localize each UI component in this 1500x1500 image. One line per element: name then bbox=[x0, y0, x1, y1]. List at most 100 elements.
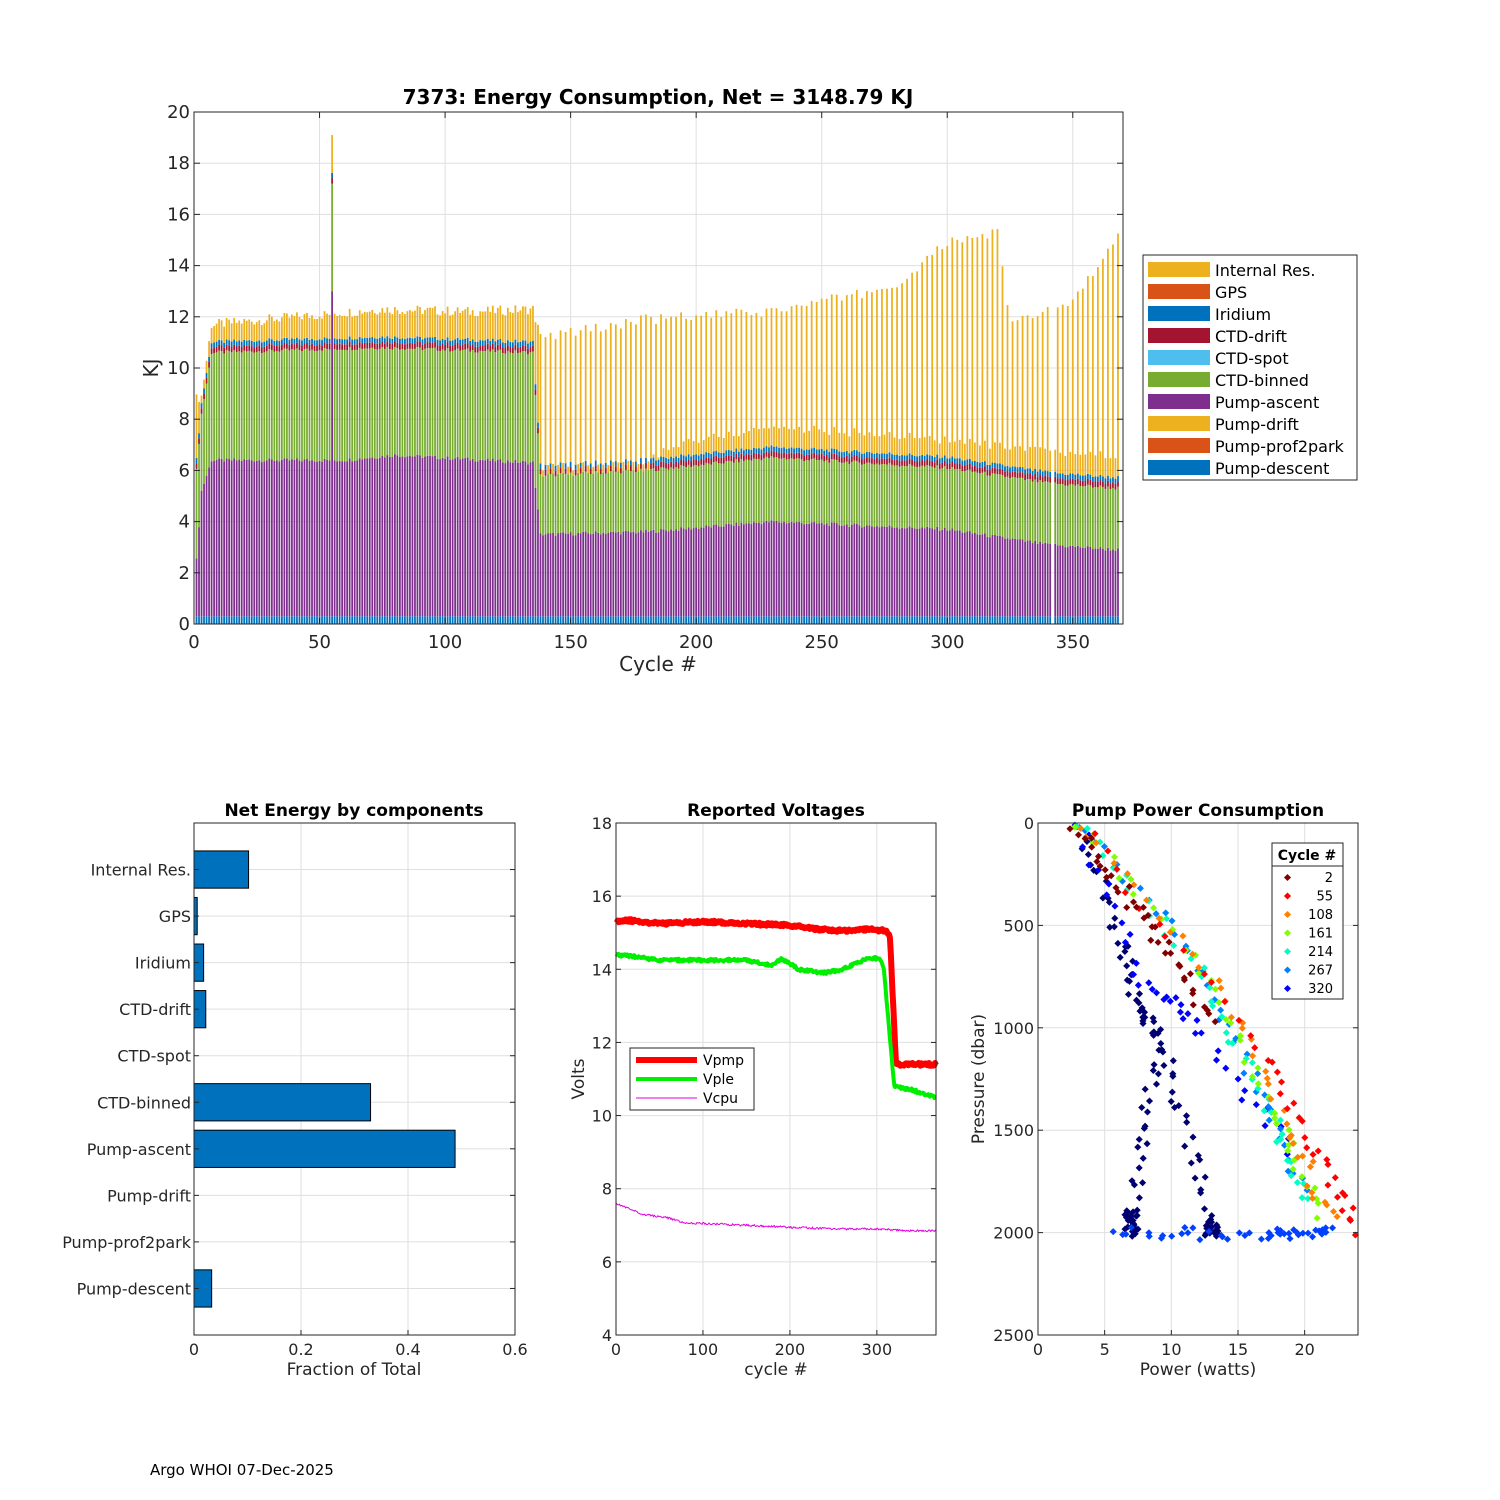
energy-bar-segment bbox=[198, 401, 200, 434]
energy-bar-segment bbox=[1097, 481, 1099, 488]
energy-bar-segment bbox=[517, 312, 519, 343]
energy-bar-segment bbox=[466, 337, 469, 344]
energy-bar-segment bbox=[301, 340, 303, 346]
energy-bar-segment bbox=[717, 526, 720, 617]
energy-y-tick-label: 4 bbox=[179, 512, 190, 533]
energy-bar-segment bbox=[286, 616, 288, 624]
energy-bar-segment bbox=[871, 292, 873, 454]
energy-bar-segment bbox=[933, 616, 936, 624]
energy-bar-segment bbox=[760, 316, 763, 450]
energy-bar-segment bbox=[690, 461, 693, 468]
energy-bar-segment bbox=[1097, 476, 1099, 482]
energy-bar-segment bbox=[268, 314, 271, 339]
energy-bar-segment bbox=[798, 426, 800, 448]
energy-bar-segment bbox=[712, 524, 715, 617]
energy-bar-segment bbox=[961, 242, 964, 461]
energy-bar-segment bbox=[529, 616, 532, 624]
energy-bar-segment bbox=[1044, 470, 1047, 476]
energy-bar-segment bbox=[522, 306, 524, 341]
energy-bar-segment bbox=[712, 433, 715, 452]
energy-bar-segment bbox=[918, 528, 921, 617]
energy-bar-segment bbox=[532, 616, 534, 624]
energy-bar-segment bbox=[386, 307, 389, 337]
energy-bar-segment bbox=[735, 453, 738, 460]
energy-bar-segment bbox=[933, 462, 936, 468]
energy-bar-segment bbox=[850, 461, 853, 525]
energy-bar-segment bbox=[260, 347, 263, 354]
energy-bar-segment bbox=[343, 315, 346, 340]
energy-bar-segment bbox=[195, 558, 198, 617]
energy-bar-segment bbox=[564, 533, 567, 617]
energy-bar-segment bbox=[1019, 472, 1021, 478]
energy-bar-segment bbox=[1107, 248, 1109, 476]
energy-bar-segment bbox=[381, 616, 384, 624]
energy-bar-segment bbox=[609, 471, 612, 532]
pump-point bbox=[1197, 1029, 1205, 1037]
energy-bar-segment bbox=[441, 310, 444, 339]
energy-bar-segment bbox=[321, 345, 323, 351]
energy-bar-segment bbox=[853, 616, 856, 624]
energy-bar-segment bbox=[218, 318, 220, 340]
energy-bar-segment bbox=[660, 616, 662, 624]
pump-point bbox=[1106, 923, 1114, 931]
energy-bar-segment bbox=[823, 450, 826, 456]
pump-point bbox=[1123, 962, 1131, 970]
pump-point bbox=[1141, 1085, 1149, 1093]
energy-bar-segment bbox=[283, 313, 286, 338]
energy-bar-segment bbox=[737, 616, 740, 624]
energy-bar-segment bbox=[984, 461, 986, 467]
energy-bar-segment bbox=[547, 474, 549, 534]
energy-bar-segment bbox=[336, 316, 338, 340]
energy-bar-segment bbox=[1009, 472, 1011, 479]
energy-bar-segment bbox=[519, 310, 522, 342]
energy-bar-segment bbox=[569, 472, 572, 533]
energy-bar-segment bbox=[1046, 543, 1049, 617]
energy-bar-segment bbox=[1014, 616, 1016, 624]
energy-bar-segment bbox=[230, 352, 233, 461]
energy-bar-segment bbox=[238, 616, 241, 624]
energy-bar-segment bbox=[469, 616, 472, 624]
energy-bar-segment bbox=[1112, 549, 1114, 617]
energy-bar-segment bbox=[650, 530, 652, 617]
energy-bar-segment bbox=[921, 460, 924, 466]
energy-bar-segment bbox=[996, 474, 999, 536]
pump-point bbox=[1263, 1074, 1271, 1082]
energy-bar-segment bbox=[735, 522, 738, 617]
energy-bar-segment bbox=[893, 454, 896, 461]
legend-label: 267 bbox=[1308, 964, 1333, 979]
energy-bar-segment bbox=[532, 345, 534, 352]
energy-bar-segment bbox=[371, 457, 374, 617]
energy-bar-segment bbox=[235, 460, 238, 617]
legend-label: 55 bbox=[1316, 890, 1333, 905]
energy-bar-segment bbox=[250, 460, 253, 617]
energy-bar-segment bbox=[770, 445, 773, 451]
pump-point bbox=[1135, 1194, 1143, 1202]
energy-bar-segment bbox=[961, 616, 964, 624]
energy-bar-segment bbox=[848, 453, 851, 459]
energy-bar-segment bbox=[514, 350, 517, 461]
energy-bar-segment bbox=[549, 616, 552, 624]
energy-bar-segment bbox=[489, 340, 492, 346]
energy-bar-segment bbox=[464, 338, 467, 344]
energy-bar-segment bbox=[886, 288, 888, 454]
energy-bar-segment bbox=[260, 462, 263, 617]
energy-legend: Internal Res.GPSIridiumCTD-driftCTD-spot… bbox=[1142, 254, 1358, 481]
energy-bar-segment bbox=[820, 448, 823, 454]
energy-bar-segment bbox=[989, 537, 991, 617]
energy-bar-segment bbox=[707, 616, 710, 624]
energy-bar-segment bbox=[775, 616, 778, 624]
pump-point bbox=[1179, 932, 1187, 940]
energy-bar-segment bbox=[1069, 451, 1072, 474]
energy-bar-segment bbox=[250, 321, 253, 341]
energy-bar-segment bbox=[321, 340, 323, 346]
energy-bar-segment bbox=[383, 312, 386, 339]
energy-bar-segment bbox=[250, 340, 253, 347]
energy-bar-segment bbox=[456, 348, 459, 458]
energy-bar-segment bbox=[609, 460, 612, 466]
energy-bar-segment bbox=[429, 616, 431, 624]
energy-bar-segment bbox=[303, 349, 306, 460]
energy-bar-segment bbox=[823, 461, 826, 525]
energy-bar-segment bbox=[268, 349, 271, 459]
energy-bar-segment bbox=[968, 438, 971, 459]
energy-bar-segment bbox=[1069, 473, 1072, 479]
